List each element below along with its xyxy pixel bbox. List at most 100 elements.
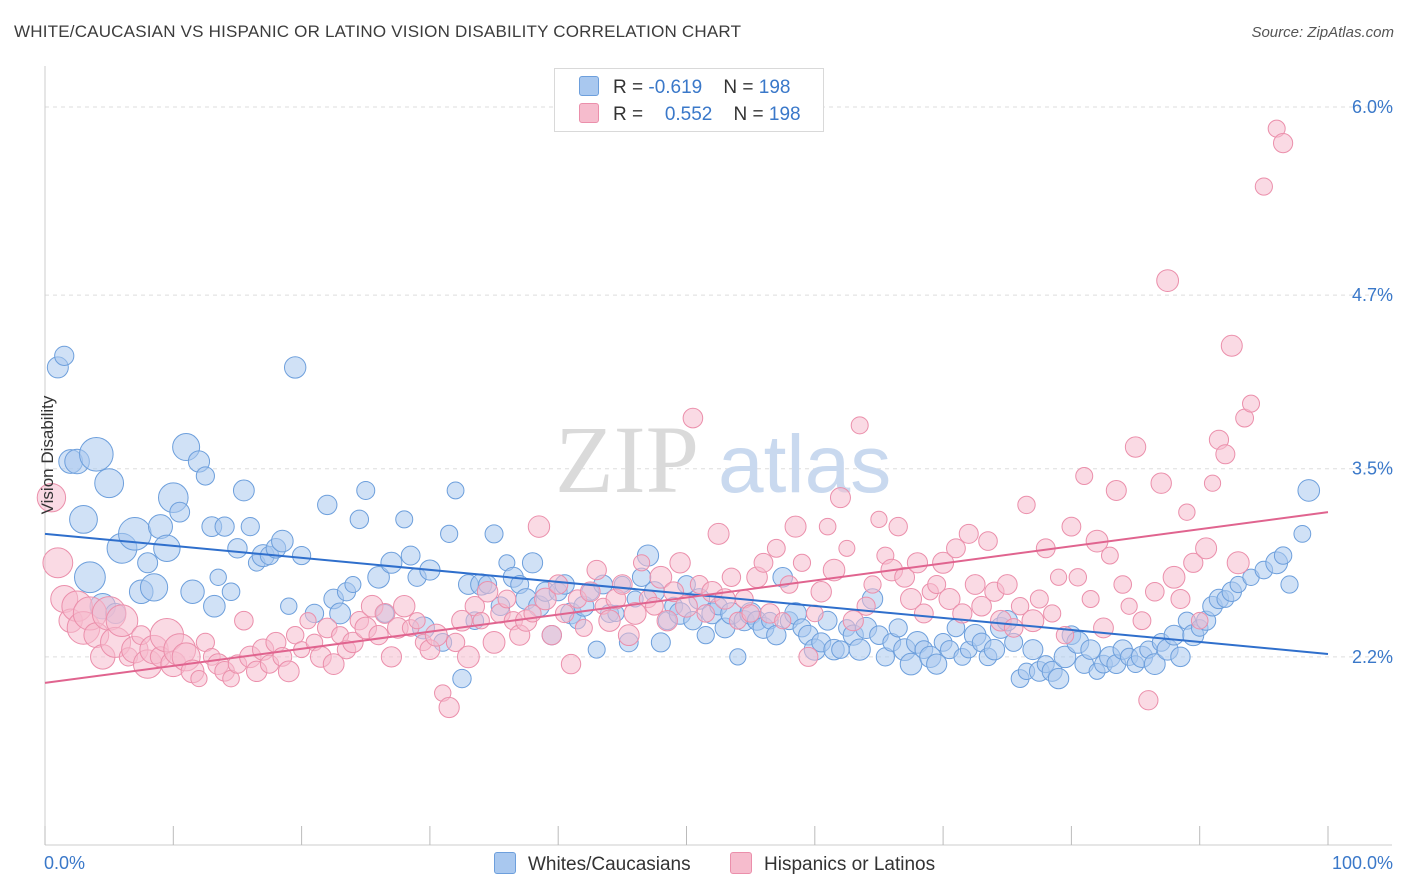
data-point bbox=[180, 579, 205, 604]
data-point bbox=[1273, 546, 1293, 565]
data-point bbox=[209, 568, 227, 586]
data-point bbox=[753, 552, 774, 573]
data-point bbox=[1203, 474, 1222, 492]
data-point bbox=[400, 545, 421, 566]
data-point bbox=[906, 552, 929, 574]
watermark-atlas: atlas bbox=[718, 419, 891, 510]
data-point bbox=[456, 645, 480, 669]
data-point bbox=[1170, 588, 1191, 609]
data-point bbox=[424, 623, 448, 647]
x-axis-max-label: 100.0% bbox=[1331, 853, 1393, 873]
grid bbox=[45, 106, 1392, 658]
data-point bbox=[696, 604, 715, 623]
axes bbox=[44, 66, 1392, 846]
data-point bbox=[810, 581, 832, 603]
data-point bbox=[838, 539, 856, 557]
data-point bbox=[1080, 639, 1101, 660]
data-point bbox=[521, 552, 544, 574]
data-point bbox=[560, 653, 582, 675]
data-point bbox=[586, 559, 607, 581]
data-point bbox=[203, 594, 226, 618]
data-point bbox=[74, 561, 106, 594]
data-point bbox=[766, 538, 786, 558]
data-point bbox=[356, 480, 376, 500]
watermark-zip: ZIP bbox=[555, 406, 699, 513]
data-point bbox=[1132, 611, 1152, 631]
data-point bbox=[368, 625, 389, 646]
source-label: Source: ZipAtlas.com bbox=[1251, 24, 1394, 41]
y-tick-label: 3.5% bbox=[1352, 459, 1393, 479]
data-point bbox=[850, 416, 869, 435]
watermark: ZIP atlas bbox=[555, 406, 891, 513]
data-point bbox=[696, 626, 715, 645]
data-point bbox=[1053, 645, 1077, 669]
data-point bbox=[848, 638, 871, 661]
data-point bbox=[579, 581, 601, 603]
data-point bbox=[105, 604, 139, 637]
data-point bbox=[322, 653, 345, 676]
data-point bbox=[408, 612, 426, 630]
data-point bbox=[1061, 516, 1082, 537]
x-axis-min-label: 0.0% bbox=[44, 853, 86, 873]
data-point bbox=[1081, 589, 1100, 608]
data-point bbox=[650, 632, 671, 653]
data-point bbox=[870, 510, 888, 528]
data-point bbox=[1047, 667, 1070, 690]
legend-row-pink: R = 0.552 N = 198 bbox=[579, 103, 801, 126]
data-point bbox=[277, 660, 300, 683]
data-point bbox=[1162, 565, 1186, 589]
data-point bbox=[1021, 609, 1045, 633]
y-tick-label: 2.2% bbox=[1352, 647, 1393, 667]
data-point bbox=[283, 356, 307, 379]
data-point bbox=[548, 574, 569, 595]
bottom-legend-swatch-pink bbox=[730, 852, 752, 874]
data-point bbox=[888, 618, 908, 638]
data-point bbox=[741, 604, 760, 623]
data-point bbox=[1144, 581, 1165, 602]
n-value-pink: 198 bbox=[768, 104, 801, 125]
data-point bbox=[612, 574, 633, 595]
data-point bbox=[42, 547, 74, 579]
data-point bbox=[452, 668, 472, 689]
data-point bbox=[946, 538, 966, 559]
data-point bbox=[292, 545, 312, 566]
data-point bbox=[234, 610, 254, 631]
data-point bbox=[232, 479, 255, 502]
data-point bbox=[541, 624, 562, 646]
data-point bbox=[900, 587, 923, 610]
data-point bbox=[842, 610, 864, 632]
data-point bbox=[1093, 617, 1114, 639]
data-point bbox=[94, 468, 125, 499]
data-point bbox=[863, 575, 882, 594]
data-point bbox=[1272, 133, 1294, 154]
data-point bbox=[1068, 568, 1088, 587]
data-point bbox=[792, 553, 812, 572]
data-point bbox=[153, 534, 181, 563]
data-point bbox=[169, 501, 191, 523]
data-point bbox=[497, 589, 517, 609]
data-point bbox=[598, 609, 621, 632]
data-point bbox=[784, 515, 807, 538]
trend-line bbox=[44, 511, 1329, 684]
data-point bbox=[280, 597, 298, 615]
data-point bbox=[649, 565, 673, 589]
data-point bbox=[1138, 690, 1159, 711]
correlation-legend: R = -0.619 N = 198 R = 0.552 N = 198 bbox=[554, 68, 824, 132]
data-point bbox=[818, 517, 837, 536]
data-point bbox=[574, 618, 593, 637]
data-point bbox=[617, 624, 640, 647]
data-point bbox=[393, 595, 416, 618]
data-point bbox=[1105, 479, 1127, 501]
data-point bbox=[1143, 653, 1166, 676]
data-point bbox=[317, 494, 338, 516]
data-point bbox=[527, 515, 551, 538]
data-point bbox=[1226, 551, 1250, 575]
trend-line bbox=[44, 532, 1329, 655]
data-point bbox=[1178, 503, 1196, 521]
data-point bbox=[894, 566, 916, 588]
data-point bbox=[36, 482, 67, 513]
data-point bbox=[926, 653, 948, 675]
data-point bbox=[1124, 436, 1147, 458]
chart-title: WHITE/CAUCASIAN VS HISPANIC OR LATINO VI… bbox=[14, 22, 742, 41]
data-point bbox=[440, 524, 459, 543]
